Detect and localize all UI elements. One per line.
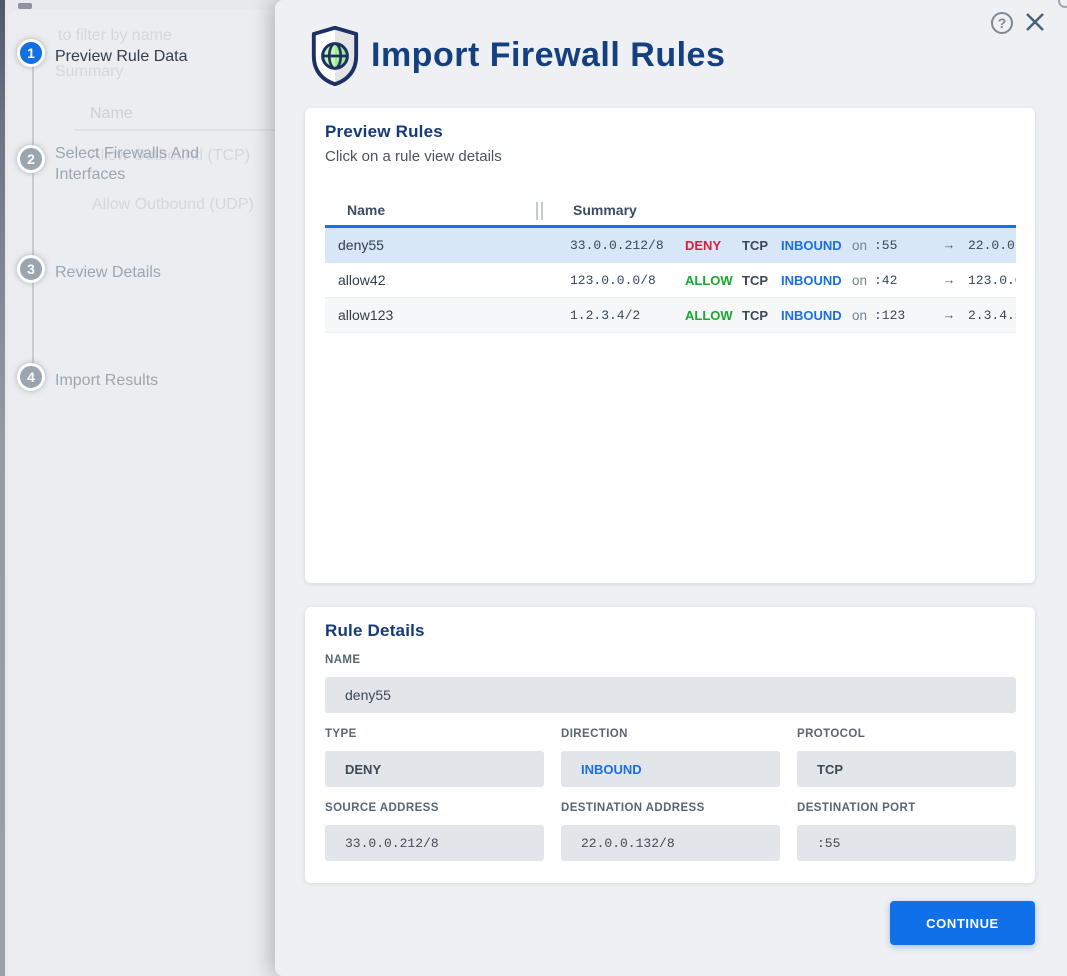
summary-on-word: on [852, 272, 868, 288]
summary-protocol: TCP [742, 237, 768, 253]
step-1-number: 1 [27, 45, 35, 61]
ghost-summary-header: Summary [55, 63, 124, 80]
summary-destination: 22.0.0.132/8 [968, 237, 1016, 253]
summary-direction: INBOUND [781, 272, 842, 288]
close-icon[interactable] [1023, 11, 1047, 35]
rule-summary-cell: 33.0.0.212/8 DENY TCP INBOUND on :55 → 2… [560, 238, 1016, 253]
preview-rules-title: Preview Rules [325, 122, 443, 141]
summary-source: 1.2.3.4/2 [570, 307, 641, 323]
table-row[interactable]: allow42 123.0.0.0/8 ALLOW TCP INBOUND on… [325, 263, 1016, 298]
protocol-field: TCP [797, 751, 1016, 787]
continue-button[interactable]: CONTINUE [890, 901, 1035, 945]
summary-protocol: TCP [742, 307, 768, 323]
name-field-label: NAME [325, 654, 361, 666]
dimmed-topbar-fragment [18, 3, 32, 9]
arrow-icon: → [945, 237, 953, 253]
summary-action: ALLOW [685, 307, 733, 323]
step-4-number: 4 [27, 369, 35, 385]
stepper-connector-line [32, 56, 34, 380]
rules-table-header: Name Summary [325, 195, 1016, 228]
preview-rules-subtitle: Click on a rule view details [325, 148, 502, 165]
step-3-label[interactable]: Review Details [55, 264, 161, 281]
corner-arc-decoration [1058, 0, 1067, 8]
destination-address-label: DESTINATION ADDRESS [561, 802, 705, 814]
modal-title: Import Firewall Rules [371, 36, 726, 74]
summary-port: :42 [874, 272, 898, 288]
table-row[interactable]: allow123 1.2.3.4/2 ALLOW TCP INBOUND on … [325, 298, 1016, 333]
summary-source: 123.0.0.0/8 [570, 272, 656, 288]
destination-port-field: :55 [797, 825, 1016, 861]
step-3-circle[interactable]: 3 [17, 255, 45, 283]
rule-name-cell: deny55 [338, 237, 384, 253]
ghost-filter-placeholder: to filter by name [58, 27, 172, 44]
summary-port: :55 [874, 237, 898, 253]
step-1-label[interactable]: Preview Rule Data [55, 48, 188, 65]
step-2-number: 2 [27, 151, 35, 167]
summary-destination: 123.0.0.0/8 [968, 272, 1016, 288]
step-2-circle[interactable]: 2 [17, 145, 45, 173]
rule-summary-cell: 123.0.0.0/8 ALLOW TCP INBOUND on :42 → 1… [560, 273, 1016, 288]
table-row[interactable]: deny55 33.0.0.212/8 DENY TCP INBOUND on … [325, 228, 1016, 263]
step-2-label[interactable]: Select Firewalls And Interfaces [55, 145, 200, 183]
name-field: deny55 [325, 677, 1016, 713]
protocol-field-label: PROTOCOL [797, 728, 866, 740]
import-firewall-rules-modal: Import Firewall Rules ? Preview Rules Cl… [275, 0, 1067, 976]
summary-source: 33.0.0.212/8 [570, 237, 664, 253]
summary-action: DENY [685, 237, 722, 253]
summary-direction: INBOUND [781, 307, 842, 323]
type-field: DENY [325, 751, 544, 787]
step-3-number: 3 [27, 261, 35, 277]
destination-port-label: DESTINATION PORT [797, 802, 916, 814]
summary-port: :123 [874, 307, 906, 323]
preview-rules-card: Preview Rules Click on a rule view detai… [305, 108, 1035, 583]
summary-destination: 2.3.4.5/8 [968, 307, 1016, 323]
rule-details-card: Rule Details NAME deny55 TYPE DIRECTION … [305, 607, 1035, 883]
step-4-circle[interactable]: 4 [17, 363, 45, 391]
ghost-divider [75, 129, 275, 131]
destination-address-field: 22.0.0.132/8 [561, 825, 780, 861]
direction-field: INBOUND [561, 751, 780, 787]
rule-details-title: Rule Details [325, 621, 425, 640]
summary-on-word: on [852, 307, 868, 323]
column-resize-handle[interactable] [536, 202, 543, 220]
arrow-icon: → [945, 307, 953, 323]
summary-action: ALLOW [685, 272, 733, 288]
column-header-summary: Summary [573, 202, 637, 218]
rule-name-cell: allow42 [338, 272, 386, 288]
source-address-label: SOURCE ADDRESS [325, 802, 439, 814]
rules-table: Name Summary deny55 33.0.0.212/8 DENY TC… [325, 195, 1016, 333]
step-1-circle[interactable]: 1 [17, 39, 45, 67]
help-button[interactable]: ? [991, 12, 1013, 34]
summary-protocol: TCP [742, 272, 768, 288]
source-address-field: 33.0.0.212/8 [325, 825, 544, 861]
direction-field-label: DIRECTION [561, 728, 628, 740]
rule-summary-cell: 1.2.3.4/2 ALLOW TCP INBOUND on :123 → 2.… [560, 308, 1016, 323]
app-edge-strip [0, 0, 5, 976]
summary-on-word: on [852, 237, 868, 253]
arrow-icon: → [945, 272, 953, 288]
shield-globe-icon [308, 25, 362, 91]
ghost-rule-tcp: Allow Outbound (TCP) [90, 147, 251, 164]
summary-direction: INBOUND [781, 237, 842, 253]
step-4-label[interactable]: Import Results [55, 372, 159, 389]
rule-name-cell: allow123 [338, 307, 394, 323]
ghost-rule-udp: Allow Outbound (UDP) [92, 196, 254, 213]
type-field-label: TYPE [325, 728, 357, 740]
column-header-name: Name [347, 202, 386, 218]
ghost-name-header: Name [90, 105, 133, 122]
